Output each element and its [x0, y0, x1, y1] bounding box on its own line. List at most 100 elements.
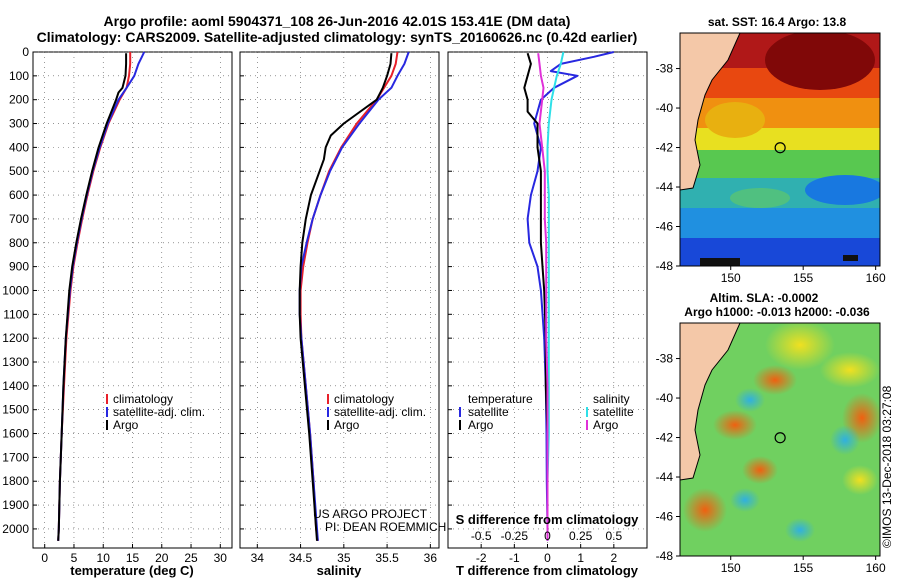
- sst-map-image: [680, 33, 880, 266]
- legend-swatch-climatology: [327, 394, 329, 404]
- legend-label-t-satellite: satellite: [468, 405, 509, 419]
- legend-swatch-argo: [327, 420, 329, 430]
- lon-tick-label: 150: [721, 561, 741, 575]
- depth-tick-label: 1800: [2, 474, 29, 488]
- difference-grid: [448, 51, 647, 548]
- depth-tick-label: 1100: [3, 307, 29, 321]
- salinity-plot-frame: [239, 51, 440, 549]
- temperature-x-ticks: 0 5 10 15 20 25 30: [33, 51, 228, 565]
- depth-tick-label: 1000: [2, 283, 29, 297]
- salinity-x-label: salinity: [317, 563, 363, 578]
- x-tick-label: 15: [126, 551, 140, 565]
- depth-tick-label: 1700: [2, 450, 29, 464]
- lat-tick-label: -38: [656, 352, 674, 366]
- sla-float-marker: [774, 432, 786, 444]
- depth-tick-label: 1400: [2, 379, 29, 393]
- lat-tick-label: -46: [656, 510, 674, 524]
- legend-swatch-t-argo: [459, 420, 461, 430]
- lat-tick-label: -40: [656, 391, 674, 405]
- legend-swatch-s-satellite: [586, 407, 588, 417]
- sla-map-subtitle: Argo h1000: -0.013 h2000: -0.036: [684, 305, 870, 319]
- legend-swatch-climatology: [106, 394, 108, 404]
- temperature-x-label: temperature (deg C): [70, 563, 194, 578]
- lon-tick-label: 160: [866, 561, 886, 575]
- legend-label-s-satellite: satellite: [593, 405, 634, 419]
- lon-tick-label: 160: [866, 271, 886, 285]
- depth-tick-label: 700: [9, 212, 29, 226]
- lat-tick-label: -46: [656, 220, 674, 234]
- depth-tick-label: 1200: [2, 331, 29, 345]
- temperature-plot-frame: [32, 51, 233, 549]
- depth-tick-label: 600: [9, 188, 29, 202]
- temperature-panel: 0 5 10 15 20 25 30 0 100 200 300 400 500 600 700 800 90…: [2, 45, 233, 578]
- sst-lon-ticks: 150 155 160: [721, 266, 886, 285]
- series-line: [537, 53, 549, 541]
- series-line: [57, 53, 128, 541]
- legend-label-argo: Argo: [113, 418, 139, 432]
- difference-series: [523, 51, 615, 541]
- s-tick-label: -0.5: [471, 529, 492, 543]
- sla-map: Altim. SLA: -0.0002 Argo h1000: -0.013 h…: [656, 291, 886, 575]
- lat-tick-label: -48: [656, 259, 674, 273]
- t-difference-label: T difference from climatology: [456, 563, 639, 578]
- legend-swatch-s-argo: [586, 420, 588, 430]
- legend-swatch-satellite: [106, 407, 108, 417]
- lat-tick-label: -40: [656, 101, 674, 115]
- series-line: [298, 53, 393, 541]
- depth-tick-label: 1500: [2, 403, 29, 417]
- imos-credit: ©IMOS 13-Dec-2018 03:27:08: [880, 385, 894, 548]
- s-difference-label: S difference from climatology: [456, 512, 640, 527]
- sst-map: sat. SST: 16.4 Argo: 13.8 -38 -40 -42 -44 -4…: [656, 15, 886, 285]
- figure-title-line2: Climatology: CARS2009. Satellite-adjuste…: [37, 29, 638, 45]
- legend-label-satellite: satellite-adj. clim.: [334, 405, 426, 419]
- project-annotation-line1: US ARGO PROJECT: [313, 507, 428, 521]
- difference-s-ticks: -0.5 -0.25 0 0.25 0.5: [471, 529, 623, 543]
- s-tick-label: 0.25: [569, 529, 593, 543]
- lat-tick-label: -38: [656, 62, 674, 76]
- sst-map-title: sat. SST: 16.4 Argo: 13.8: [708, 15, 847, 29]
- legend-label-climatology: climatology: [334, 392, 394, 406]
- x-tick-label: 1: [577, 551, 584, 565]
- sla-lon-ticks: 150 155 160: [721, 556, 886, 575]
- depth-tick-label: 900: [9, 260, 29, 274]
- legend-label-t-argo: Argo: [468, 418, 494, 432]
- sla-map-title: Altim. SLA: -0.0002: [710, 291, 819, 305]
- s-tick-label: 0: [544, 529, 551, 543]
- lat-tick-label: -44: [656, 180, 674, 194]
- sst-map-frame: [679, 32, 881, 267]
- salinity-x-ticks: 34 34.5 35 35.5 36: [240, 51, 437, 565]
- x-tick-label: 2: [610, 551, 617, 565]
- x-tick-label: 35.5: [375, 551, 399, 565]
- difference-legend: temperature satellite Argo salinity sate…: [459, 392, 634, 432]
- sla-map-frame: [679, 322, 881, 557]
- x-tick-label: 0: [41, 551, 48, 565]
- x-tick-label: 5: [71, 551, 78, 565]
- depth-tick-label: 200: [9, 93, 29, 107]
- legend-label-satellite: satellite-adj. clim.: [113, 405, 205, 419]
- series-line: [546, 51, 565, 541]
- temperature-legend: climatology satellite-adj. clim. Argo: [106, 392, 205, 432]
- x-tick-label: -1: [509, 551, 520, 565]
- legend-swatch-argo: [106, 420, 108, 430]
- depth-tick-label: 0: [22, 45, 29, 59]
- project-annotation-line2: PI: DEAN ROEMMICH: [325, 520, 446, 534]
- s-tick-label: 0.5: [605, 529, 622, 543]
- x-tick-label: 25: [184, 551, 198, 565]
- salinity-series: [298, 51, 410, 541]
- x-tick-label: 0: [544, 551, 551, 565]
- x-tick-label: 30: [214, 551, 228, 565]
- lat-tick-label: -44: [656, 470, 674, 484]
- depth-tick-label: 2000: [2, 522, 29, 536]
- depth-tick-label: 400: [9, 140, 29, 154]
- sla-lat-ticks: -38 -40 -42 -44 -46 -48: [656, 352, 680, 563]
- depth-tick-label: 800: [9, 236, 29, 250]
- sst-lat-ticks: -38 -40 -42 -44 -46 -48: [656, 62, 680, 273]
- x-tick-label: 34: [251, 551, 265, 565]
- depth-tick-label: 1300: [2, 355, 29, 369]
- lon-tick-label: 155: [793, 561, 813, 575]
- s-tick-label: -0.25: [501, 529, 529, 543]
- depth-tick-label: 300: [9, 117, 29, 131]
- figure-title-line1: Argo profile: aoml 5904371_108 26-Jun-20…: [104, 13, 571, 29]
- depth-ticks: 0 100 200 300 400 500 600 700 800 900 1000 1100 1200…: [2, 45, 29, 536]
